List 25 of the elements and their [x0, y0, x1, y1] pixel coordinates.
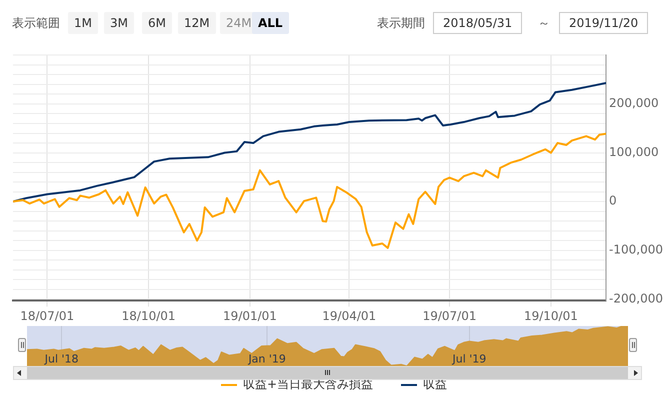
text: 2019/11/20	[559, 12, 648, 34]
x-tick-label: 18/10/01	[122, 308, 176, 323]
y-tick-label: -100,000	[609, 242, 663, 256]
x-tick-label: 19/01/01	[223, 308, 277, 323]
x-tick-label: 19/04/01	[322, 308, 376, 323]
text: ALL	[252, 12, 289, 34]
text: 表示範囲	[12, 15, 60, 32]
x-tick-label: 19/07/01	[422, 308, 476, 323]
text: 6M	[142, 12, 172, 34]
y-tick-label: -200,000	[609, 291, 663, 306]
text: ～	[538, 15, 550, 32]
y-tick-label: 200,000	[609, 96, 659, 110]
text: 12M	[178, 12, 216, 34]
y-tick-label: 0	[609, 194, 617, 208]
x-tick-label: Jan '19	[247, 352, 286, 366]
text: 3M	[104, 12, 134, 34]
x-tick-label: Jul '18	[44, 352, 79, 366]
text: 表示期間	[377, 15, 425, 32]
y-tick-label: 100,000	[609, 144, 659, 159]
text: 2018/05/31	[433, 12, 522, 34]
x-tick-label: 18/07/01	[20, 308, 74, 323]
text: 1M	[68, 12, 98, 34]
text: 24M	[220, 12, 258, 34]
x-tick-label: Jul '19	[451, 352, 486, 366]
x-tick-label: 19/10/01	[524, 308, 578, 323]
